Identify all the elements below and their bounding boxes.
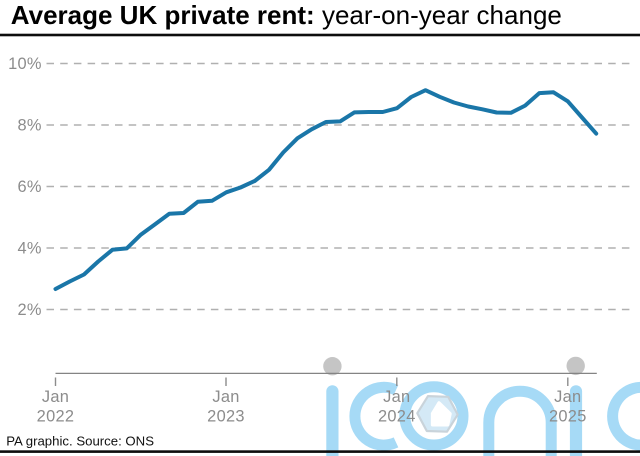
svg-text:4%: 4%	[18, 240, 42, 258]
svg-text:2%: 2%	[18, 301, 42, 319]
svg-text:10%: 10%	[8, 55, 42, 73]
svg-text:PA graphic. Source: ONS: PA graphic. Source: ONS	[6, 434, 154, 449]
svg-text:6%: 6%	[18, 178, 42, 196]
svg-text:8%: 8%	[18, 117, 42, 135]
svg-text:Average UK private rent: year-: Average UK private rent: year-on-year ch…	[11, 0, 562, 30]
